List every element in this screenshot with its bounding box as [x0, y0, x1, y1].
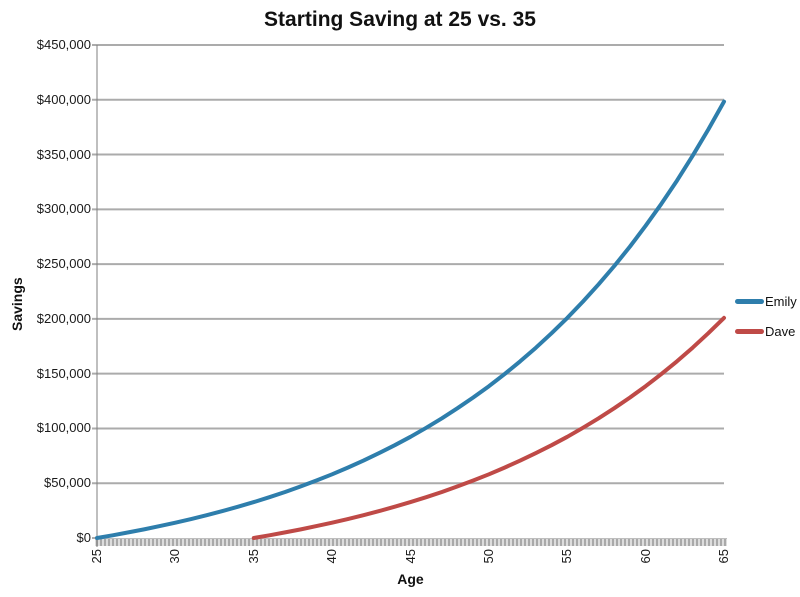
- dave-series-line: [251, 315, 726, 540]
- legend-label-dave: Dave: [765, 323, 796, 339]
- x-tick-label: 40: [324, 549, 340, 564]
- y-tick-label: $200,000: [36, 310, 91, 326]
- x-tick-label: 30: [167, 549, 183, 564]
- y-tick-label: $450,000: [36, 37, 91, 52]
- y-tick-label: $250,000: [36, 256, 91, 272]
- x-axis-title: Age: [397, 571, 424, 587]
- dave-line-swatch: [735, 328, 764, 334]
- emily-line-swatch: [735, 298, 764, 304]
- y-tick-label: $0: [76, 530, 91, 545]
- emily-series-line: [95, 99, 726, 540]
- x-axis-tick-band: [95, 539, 727, 546]
- x-tick-label: 45: [402, 549, 418, 564]
- y-tick-label: $100,000: [36, 420, 91, 436]
- legend: Emily Dave: [735, 294, 797, 354]
- y-axis-title: Savings: [9, 277, 25, 331]
- x-tick-label: 35: [245, 549, 261, 564]
- y-tick-label: $150,000: [36, 365, 91, 381]
- x-tick-label: 65: [716, 549, 731, 564]
- y-tick-label: $50,000: [44, 475, 91, 491]
- y-tick-label: $400,000: [36, 91, 91, 107]
- x-tick-label: 25: [89, 549, 104, 564]
- gridlines: [92, 44, 724, 485]
- legend-item-dave: Dave: [735, 323, 797, 339]
- y-tick-label: $300,000: [36, 201, 91, 217]
- legend-item-emily: Emily: [735, 293, 797, 309]
- x-tick-label: 50: [480, 549, 496, 564]
- legend-label-emily: Emily: [765, 293, 797, 309]
- y-tick-label: $350,000: [36, 146, 91, 162]
- x-tick-label: 60: [637, 549, 653, 564]
- x-tick-label: 55: [559, 549, 575, 564]
- chart-title: Starting Saving at 25 vs. 35: [264, 8, 536, 31]
